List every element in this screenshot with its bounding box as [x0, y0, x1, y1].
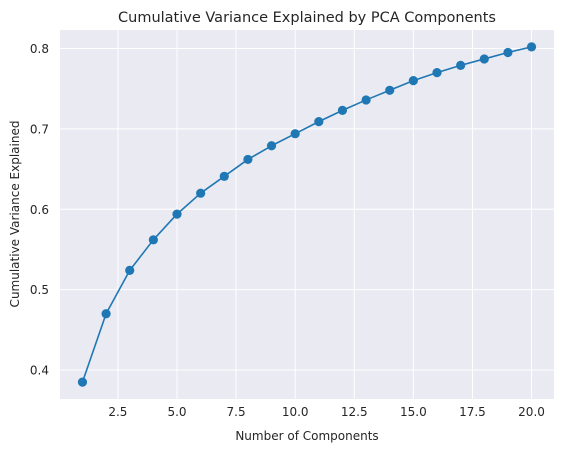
x-tick-label: 12.5	[341, 405, 368, 419]
data-point	[266, 141, 277, 151]
x-tick-label: 10.0	[282, 405, 309, 419]
data-point	[196, 188, 206, 198]
data-point	[243, 154, 253, 165]
data-point	[479, 54, 489, 64]
plot-background	[60, 30, 554, 399]
data-point	[432, 68, 442, 78]
data-point	[361, 95, 371, 105]
x-tick-label: 15.0	[400, 405, 427, 419]
x-tick-label: 17.5	[459, 405, 486, 419]
x-tick-label: 20.0	[518, 405, 545, 419]
data-point	[408, 76, 418, 86]
y-tick-label: 0.8	[30, 42, 49, 56]
data-point	[503, 47, 513, 58]
y-tick-label: 0.6	[30, 203, 49, 217]
data-point	[77, 377, 88, 387]
x-tick-label: 2.5	[108, 405, 127, 419]
data-point	[526, 42, 537, 52]
x-tick-label: 5.0	[167, 405, 186, 419]
x-axis-label: Number of Components	[235, 429, 378, 443]
data-point	[456, 60, 466, 70]
x-tick-labels: 2.5 5.0 7.5 10.0 12.5 15.0 17.5 20.0	[108, 405, 545, 419]
series-group	[77, 42, 537, 387]
data-point	[101, 309, 111, 319]
data-point	[125, 265, 135, 275]
data-point	[219, 171, 229, 181]
y-tick-labels: 0.4 0.5 0.6 0.7 0.8	[30, 42, 49, 378]
y-tick-label: 0.5	[30, 283, 49, 297]
data-point	[148, 235, 158, 245]
x-tick-label: 7.5	[227, 405, 246, 419]
data-point	[314, 117, 324, 127]
data-point	[385, 85, 395, 95]
data-point	[290, 129, 300, 139]
chart-title: Cumulative Variance Explained by PCA Com…	[118, 10, 496, 26]
y-tick-label: 0.7	[30, 122, 49, 136]
y-tick-label: 0.4	[30, 364, 49, 378]
data-point	[172, 209, 182, 219]
y-axis-label: Cumulative Variance Explained	[8, 121, 22, 308]
data-point	[337, 105, 348, 115]
grid	[60, 30, 554, 399]
